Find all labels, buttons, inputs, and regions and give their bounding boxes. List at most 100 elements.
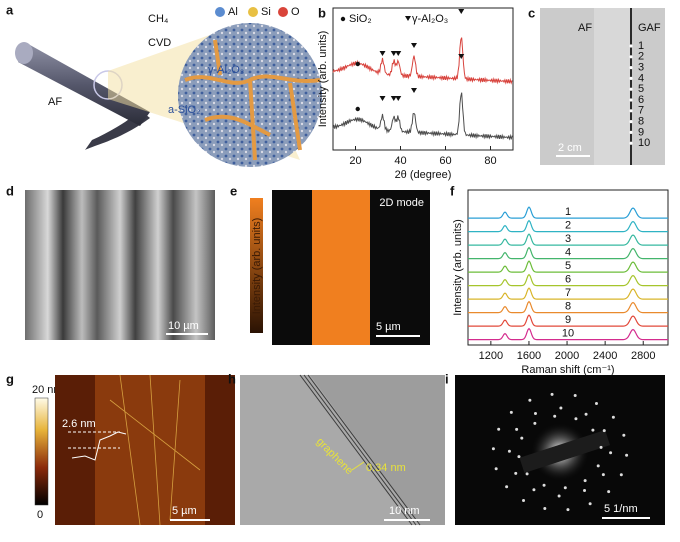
spectrum-label: 2: [565, 220, 571, 232]
spot-number: 7: [638, 105, 644, 117]
af-label: AF: [578, 22, 592, 34]
al2o3-marker: [395, 51, 402, 56]
fiber-label: AF: [48, 96, 62, 108]
spot: [629, 87, 633, 91]
spot: [629, 98, 633, 102]
sem-image: [25, 190, 215, 340]
diffraction-spot: [594, 401, 598, 405]
spectrum-label: 5: [565, 260, 571, 272]
diffraction-spot: [619, 473, 623, 477]
spot-number: 6: [638, 94, 644, 106]
diffraction-spot: [596, 464, 600, 468]
diffraction-spot: [542, 483, 546, 487]
spot: [629, 141, 633, 145]
diffraction-spot: [520, 436, 524, 440]
diffraction-spot: [514, 471, 518, 475]
raman-spectrum: [468, 300, 668, 314]
x-tick-label: 1600: [517, 350, 541, 362]
spacing-label: 0.34 nm: [366, 462, 406, 474]
atom-al: [215, 7, 225, 17]
diffraction-spot: [557, 494, 561, 498]
raman-spectrum: [468, 233, 668, 246]
colorbar: [250, 198, 263, 333]
al2o3-marker: [395, 96, 402, 101]
diffraction-spot: [517, 455, 521, 459]
spectrum-label: 6: [565, 274, 571, 286]
diffraction-spot: [533, 412, 537, 416]
diffraction-spot: [599, 445, 603, 449]
al2o3-marker: [458, 9, 465, 14]
legend-label: O: [291, 6, 300, 18]
scale-label: 10 nm: [389, 505, 420, 517]
diffraction-spot: [583, 488, 587, 492]
diffraction-spot: [625, 453, 629, 457]
atom-si: [248, 7, 258, 17]
diffraction-spot: [532, 488, 536, 492]
process-label: CVD: [148, 37, 171, 49]
colorbar-label: Intensity (arb. units): [251, 218, 263, 315]
legend-marker: [340, 16, 346, 22]
xrd-curve: [332, 92, 513, 141]
diffraction-spot: [494, 467, 498, 471]
scale-label: 5 µm: [172, 505, 197, 517]
spot-number: 1: [638, 40, 644, 52]
spectrum-label: 10: [562, 328, 574, 340]
diffraction-spot: [543, 506, 547, 510]
raman-spectrum: [468, 327, 668, 341]
diffraction-spot: [522, 499, 526, 503]
x-tick-label: 1200: [479, 350, 503, 362]
crystal-label: γ-Al₂O₃: [208, 64, 244, 76]
xrd-curve: [332, 37, 513, 85]
spot-number: 2: [638, 51, 644, 63]
spot-number: 10: [638, 137, 650, 149]
spot: [629, 66, 633, 70]
fiber: [18, 45, 150, 126]
substrate: [240, 375, 420, 525]
panel-g: g 20 nm 0 2.6 nm 5 µm: [6, 371, 235, 526]
panel-letter: i: [445, 371, 449, 386]
spectrum-label: 9: [565, 314, 571, 326]
y-axis-label: Intensity (arb. units): [452, 219, 464, 316]
legend-label: SiO₂: [349, 13, 372, 25]
diffraction-spot: [573, 394, 577, 398]
al2o3-marker: [411, 88, 417, 93]
spot-number: 5: [638, 83, 644, 95]
raman-spectrum: [468, 246, 668, 260]
diffraction-spot: [602, 429, 606, 433]
panel-c: c AF GAF 2 cm: [528, 5, 665, 165]
x-tick-label: 2000: [555, 350, 579, 362]
spot-number: 9: [638, 126, 644, 138]
plot-frame: [467, 189, 669, 346]
diffraction-spot: [611, 415, 615, 419]
al2o3-marker: [379, 51, 386, 56]
spectrum-label: 3: [565, 233, 571, 245]
y-axis-label: Intensity (arb. units): [317, 31, 329, 128]
diffraction-spot: [528, 398, 532, 402]
spectrum-label: 8: [565, 301, 571, 313]
x-tick-label: 80: [484, 155, 496, 167]
panel-letter: c: [528, 5, 535, 20]
spacing-marker: [351, 461, 365, 471]
diffraction-spot: [491, 447, 495, 451]
spot-number: 3: [638, 62, 644, 74]
diffraction-spot: [509, 410, 513, 414]
spectrum-label: 7: [565, 287, 571, 299]
al2o3-marker: [390, 96, 397, 101]
grain-boundary: [184, 39, 321, 161]
scale-label: 5 µm: [376, 321, 401, 333]
legend-label: γ-Al₂O₃: [412, 13, 448, 25]
panel-letter: d: [6, 183, 14, 198]
diffraction-spot: [505, 485, 509, 489]
spot: [629, 130, 633, 134]
spectrum-label: 1: [565, 206, 571, 218]
diffraction-spot: [563, 486, 567, 490]
diffraction-spot: [609, 451, 613, 455]
scale-label: 10 µm: [168, 320, 199, 332]
diffraction-spot: [525, 472, 529, 476]
x-tick-label: 40: [394, 155, 406, 167]
diffraction-spot: [588, 502, 592, 506]
panel-d: d 10 µm: [6, 183, 215, 340]
diffraction-spot: [574, 417, 578, 421]
diffraction-spot: [622, 433, 626, 437]
